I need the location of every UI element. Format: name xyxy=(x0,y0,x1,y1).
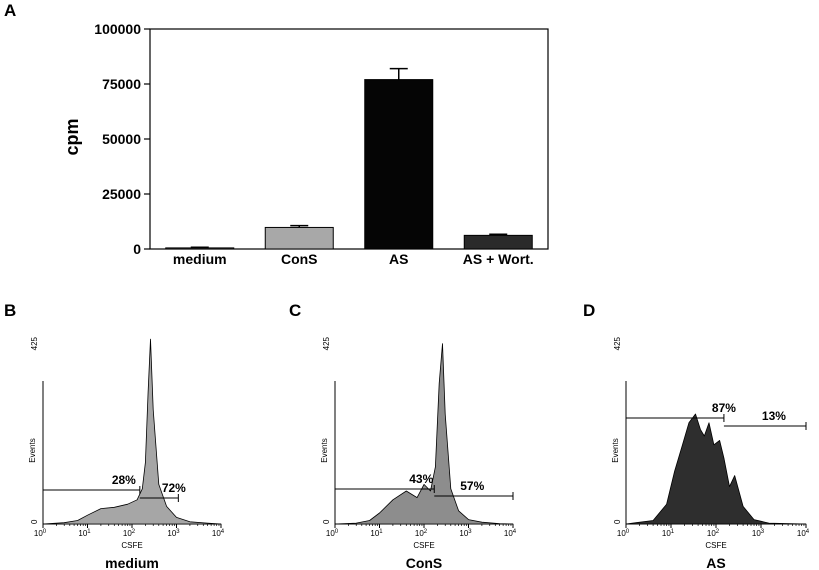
x-tick-label: 101 xyxy=(78,529,91,538)
panel-a-y-axis-label: cpm xyxy=(62,118,82,155)
panel-letter: D xyxy=(583,301,595,320)
y-tick-label: 100000 xyxy=(94,21,141,37)
panel-c-histogram: C 425 0 Events 100 101 102 103 104 CSFE ConS 43% 57% xyxy=(289,301,517,570)
bar xyxy=(165,247,235,250)
panel-sublabel: medium xyxy=(105,555,159,570)
gate-percentage: 28% xyxy=(112,473,136,487)
y-tick-label: 0 xyxy=(133,241,141,257)
category-label: ConS xyxy=(281,251,318,267)
x-tick-label: 102 xyxy=(707,529,720,538)
y-axis-label: Events xyxy=(28,438,37,462)
panel-a-category-labels: medium ConS AS AS + Wort. xyxy=(173,251,534,267)
x-axis-label: CSFE xyxy=(121,541,142,550)
bar xyxy=(364,79,434,250)
gate-percentage: 57% xyxy=(460,479,484,493)
panel-a-plot-frame xyxy=(149,28,549,250)
histogram-area xyxy=(42,338,222,525)
gate-percentage: 72% xyxy=(162,481,186,495)
x-tick-label: 104 xyxy=(504,529,517,538)
panel-letter: B xyxy=(4,301,16,320)
x-tick-label: 100 xyxy=(326,529,339,538)
histogram-area xyxy=(625,413,807,525)
y-axis-label: Events xyxy=(320,438,329,462)
y-bottom-label: 0 xyxy=(322,519,331,524)
x-tick-label: 102 xyxy=(123,529,136,538)
x-tick-label: 103 xyxy=(167,529,180,538)
x-tick-label: 100 xyxy=(34,529,47,538)
y-bottom-label: 0 xyxy=(613,519,622,524)
panel-b-histogram: B 425 0 Events 100 101 102 103 104 CSFE medium 28% 7… xyxy=(4,301,225,570)
x-axis-label: CSFE xyxy=(413,541,434,550)
y-bottom-label: 0 xyxy=(30,519,39,524)
gate-percentage: 13% xyxy=(762,409,786,423)
histogram-area xyxy=(334,343,514,525)
panel-a-letter: A xyxy=(4,1,16,20)
panel-sublabel: AS xyxy=(706,555,725,570)
x-axis-label: CSFE xyxy=(705,541,726,550)
category-label: medium xyxy=(173,251,227,267)
panel-a-bar-chart: A cpm 0 25000 50000 75000 100000 medium ConS A… xyxy=(4,1,549,267)
x-tick-label: 101 xyxy=(370,529,383,538)
y-tick-label: 75000 xyxy=(102,76,141,92)
gate-percentage: 87% xyxy=(712,401,736,415)
x-tick-label: 100 xyxy=(617,529,630,538)
panel-d-histogram: D 425 0 Events 100 101 102 103 104 CSFE AS 87% 13% xyxy=(583,301,810,570)
category-label: AS + Wort. xyxy=(463,251,534,267)
bar xyxy=(463,234,533,250)
y-axis-label: Events xyxy=(611,438,620,462)
x-tick-label: 104 xyxy=(212,529,225,538)
category-label: AS xyxy=(389,251,408,267)
x-tick-label: 103 xyxy=(459,529,472,538)
panel-letter: C xyxy=(289,301,301,320)
gate-percentage: 43% xyxy=(409,472,433,486)
x-tick-label: 104 xyxy=(797,529,810,538)
y-top-label: 425 xyxy=(322,336,331,350)
y-top-label: 425 xyxy=(30,336,39,350)
y-tick-label: 25000 xyxy=(102,186,141,202)
panel-sublabel: ConS xyxy=(406,555,443,570)
x-tick-label: 101 xyxy=(662,529,675,538)
panel-a-bars xyxy=(165,67,533,250)
x-tick-label: 103 xyxy=(752,529,765,538)
y-tick-label: 50000 xyxy=(102,131,141,147)
x-tick-label: 102 xyxy=(415,529,428,538)
bar xyxy=(264,226,334,250)
panel-a-y-ticks: 0 25000 50000 75000 100000 xyxy=(94,21,150,257)
y-top-label: 425 xyxy=(613,336,622,350)
